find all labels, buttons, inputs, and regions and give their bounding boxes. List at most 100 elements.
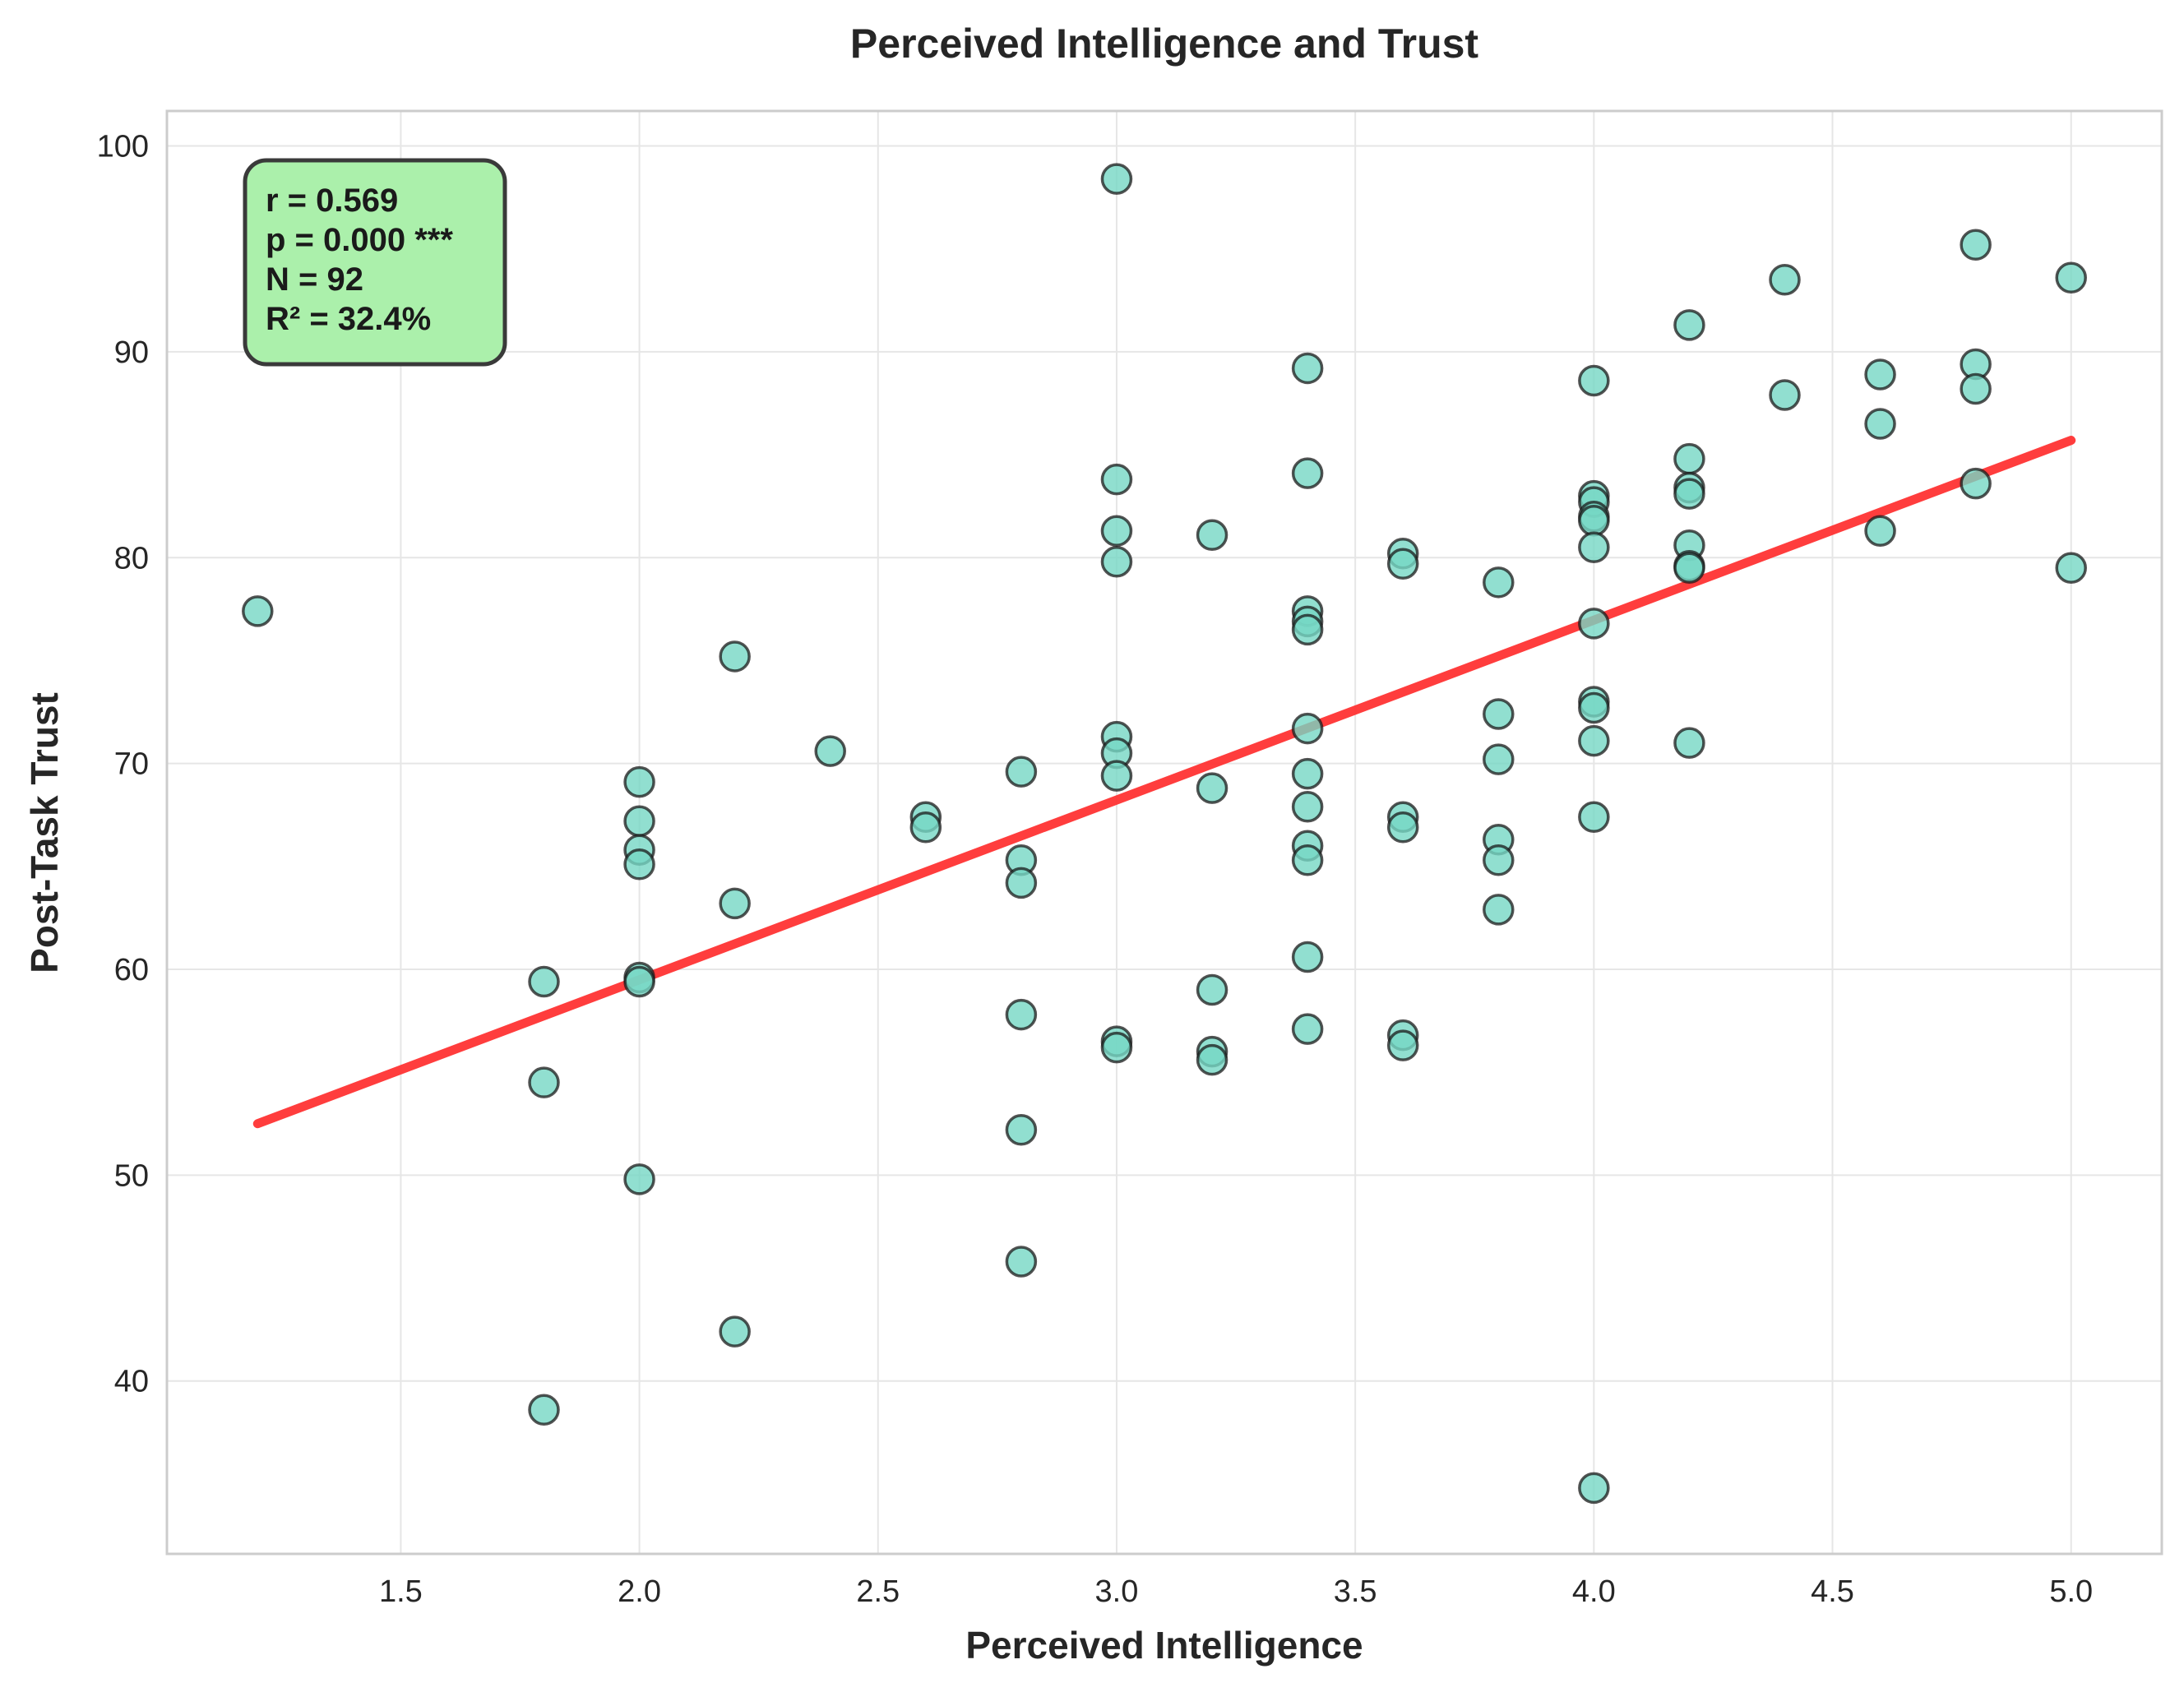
data-point (623, 848, 655, 881)
x-tick-label: 1.5 (379, 1574, 423, 1609)
data-point (1005, 756, 1038, 788)
plot-frame (165, 109, 2163, 1556)
y-tick-label: 80 (114, 541, 149, 576)
data-point (1578, 364, 1610, 397)
data-point (2055, 261, 2087, 294)
data-point (623, 805, 655, 837)
data-point (1673, 478, 1705, 510)
x-tick-label: 2.0 (618, 1574, 661, 1609)
data-point (1005, 1246, 1038, 1278)
x-axis-title: Perceived Intelligence (965, 1624, 1363, 1667)
data-point (528, 1394, 560, 1426)
data-point (1386, 1029, 1419, 1061)
data-point (623, 765, 655, 798)
data-point (719, 1315, 751, 1348)
data-point (1673, 442, 1705, 475)
y-tick-label: 50 (114, 1158, 149, 1193)
data-point (528, 1066, 560, 1098)
data-point (1100, 546, 1133, 578)
data-point (1960, 467, 1992, 500)
data-point (1005, 1114, 1038, 1146)
data-point (1864, 358, 1896, 391)
x-tick-label: 4.0 (1572, 1574, 1616, 1609)
data-point (1769, 264, 1801, 296)
data-point (814, 735, 846, 767)
data-point (528, 965, 560, 998)
data-point (1291, 941, 1324, 973)
y-tick-label: 90 (114, 335, 149, 370)
data-point (1100, 163, 1133, 195)
data-point (1100, 760, 1133, 792)
data-point (1291, 613, 1324, 646)
data-point (1291, 712, 1324, 745)
chart-title: Perceived Intelligence and Trust (850, 21, 1479, 67)
data-point (719, 887, 751, 920)
x-tick-label: 3.0 (1095, 1574, 1139, 1609)
data-point (1005, 998, 1038, 1031)
x-tick-label: 5.0 (2049, 1574, 2093, 1609)
stats-annotation-background (243, 158, 507, 367)
data-point (1673, 552, 1705, 585)
data-point (1196, 1043, 1228, 1076)
stats-annotation-r: r = 0.569 (266, 183, 398, 219)
data-points (242, 163, 2087, 1505)
stats-annotation: r = 0.569 p = 0.000 *** N = 92 R² = 32.4… (243, 158, 507, 367)
data-point (1960, 372, 1992, 405)
data-point (1673, 309, 1705, 341)
data-point (1386, 811, 1419, 844)
data-point (1483, 894, 1515, 926)
data-point (1291, 1013, 1324, 1045)
data-point (1291, 457, 1324, 489)
data-point (1100, 515, 1133, 547)
data-point (1483, 844, 1515, 876)
stats-annotation-p: p = 0.000 *** (266, 222, 453, 258)
data-point (1291, 844, 1324, 876)
data-point (1578, 724, 1610, 757)
data-point (719, 640, 751, 673)
regression-line (252, 436, 2076, 1129)
data-point (1578, 801, 1610, 833)
data-point (1483, 743, 1515, 775)
y-tick-label: 100 (97, 130, 149, 164)
data-point (1673, 727, 1705, 759)
y-tick-label: 60 (114, 953, 149, 987)
data-point (1291, 790, 1324, 823)
data-point (1386, 548, 1419, 580)
stats-annotation-r-squared: R² = 32.4% (266, 301, 431, 337)
x-tick-label: 2.5 (856, 1574, 900, 1609)
data-point (1960, 229, 1992, 261)
data-point (1578, 531, 1610, 564)
data-point (1483, 698, 1515, 730)
data-point (1291, 352, 1324, 385)
x-tick-label: 4.5 (1811, 1574, 1854, 1609)
data-point (1291, 757, 1324, 790)
data-point (1578, 504, 1610, 537)
data-point (2055, 552, 2087, 585)
data-point (1483, 566, 1515, 599)
stats-annotation-n: N = 92 (266, 261, 363, 298)
data-point (1769, 379, 1801, 411)
data-point (1578, 1472, 1610, 1505)
data-point (1100, 1031, 1133, 1064)
data-point (909, 811, 942, 844)
y-tick-labels: 40 50 60 70 80 90 100 (97, 130, 149, 1399)
data-point (623, 1163, 655, 1195)
data-point (1578, 691, 1610, 724)
data-point (1196, 973, 1228, 1006)
x-tick-labels: 1.5 2.0 2.5 3.0 3.5 4.0 4.5 5.0 (379, 1574, 2093, 1609)
data-point (1578, 608, 1610, 640)
y-tick-label: 70 (114, 747, 149, 782)
regression-layer (252, 436, 2076, 1129)
data-point (1196, 772, 1228, 804)
data-point (623, 965, 655, 998)
y-tick-label: 40 (114, 1365, 149, 1399)
data-point (1864, 515, 1896, 547)
x-tick-label: 3.5 (1334, 1574, 1377, 1609)
data-point (1864, 408, 1896, 440)
data-point (1196, 519, 1228, 551)
data-point (242, 595, 274, 627)
data-point (1100, 463, 1133, 496)
y-axis-title: Post-Task Trust (23, 692, 66, 973)
data-point (1005, 867, 1038, 899)
